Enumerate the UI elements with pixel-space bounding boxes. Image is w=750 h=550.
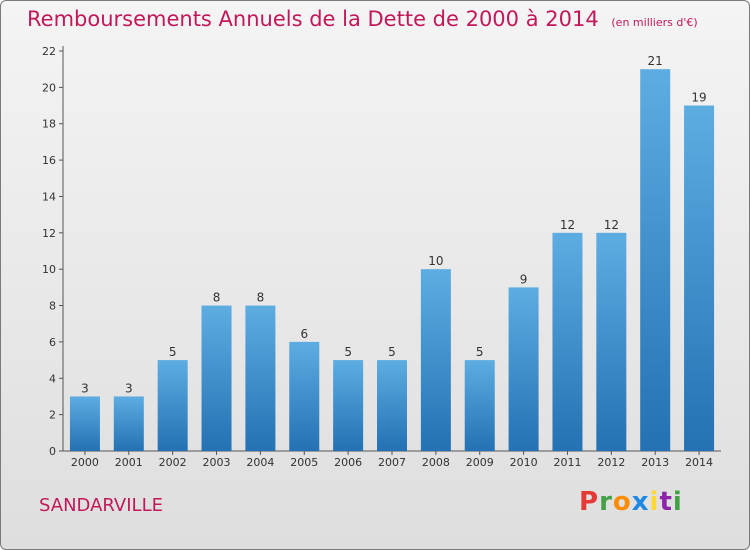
bar-2000 (69, 396, 100, 451)
value-label-2008: 10 (428, 254, 443, 268)
y-tick-label: 18 (42, 118, 56, 131)
x-tick-label-2006: 2006 (334, 456, 362, 469)
y-tick-label: 14 (42, 190, 56, 203)
bar-2006 (333, 360, 364, 451)
bar-2014 (684, 105, 715, 451)
chart-subtitle: (en milliers d'€) (611, 16, 698, 29)
logo-letter: i (649, 487, 660, 517)
chart-title: Remboursements Annuels de la Dette de 20… (27, 7, 698, 31)
x-tick-label-2014: 2014 (685, 456, 713, 469)
y-tick-label: 6 (49, 336, 56, 349)
bar-2008 (420, 269, 451, 451)
x-tick-label-2010: 2010 (510, 456, 538, 469)
value-label-2007: 5 (388, 345, 396, 359)
y-tick-label: 10 (42, 263, 56, 276)
bar-2005 (289, 341, 320, 451)
bar-2013 (640, 69, 671, 451)
x-tick-label-2001: 2001 (115, 456, 143, 469)
x-tick-label-2005: 2005 (290, 456, 318, 469)
x-tick-label-2007: 2007 (378, 456, 406, 469)
x-tick-label-2009: 2009 (466, 456, 494, 469)
value-label-2014: 19 (691, 91, 706, 105)
value-label-2000: 3 (81, 381, 89, 395)
bar-2009 (464, 360, 495, 451)
bar-2011 (552, 232, 583, 451)
value-label-2002: 5 (169, 345, 177, 359)
y-tick-label: 4 (49, 372, 56, 385)
bar-2012 (596, 232, 627, 451)
bar-2010 (508, 287, 539, 451)
logo-letter: i (672, 487, 683, 517)
logo-letter: r (599, 487, 613, 517)
value-label-2003: 8 (213, 291, 221, 305)
y-tick-label: 0 (49, 445, 56, 458)
x-tick-label-2002: 2002 (159, 456, 187, 469)
logo-letter: P (579, 487, 600, 517)
bar-2003 (201, 305, 232, 451)
bar-2004 (245, 305, 276, 451)
value-label-2013: 21 (648, 54, 663, 68)
x-tick-label-2013: 2013 (641, 456, 669, 469)
x-tick-label-2012: 2012 (597, 456, 625, 469)
chart-title-text: Remboursements Annuels de la Dette de 20… (27, 7, 599, 31)
y-tick-label: 22 (42, 45, 56, 58)
logo-letter: x (631, 487, 650, 517)
y-tick-label: 2 (49, 409, 56, 422)
value-label-2006: 5 (344, 345, 352, 359)
y-tick-label: 16 (42, 154, 56, 167)
logo-letter: o (612, 487, 632, 517)
y-tick-label: 8 (49, 300, 56, 313)
x-tick-label-2008: 2008 (422, 456, 450, 469)
bar-2001 (113, 396, 144, 451)
bar-2002 (157, 360, 188, 451)
x-tick-label-2004: 2004 (246, 456, 274, 469)
value-label-2009: 5 (476, 345, 484, 359)
value-label-2001: 3 (125, 381, 133, 395)
x-tick-label-2011: 2011 (553, 456, 581, 469)
y-tick-label: 20 (42, 81, 56, 94)
y-tick-label: 12 (42, 227, 56, 240)
x-tick-label-2000: 2000 (71, 456, 99, 469)
proxiti-logo: Proxiti (579, 487, 683, 517)
value-label-2012: 12 (604, 218, 619, 232)
location-name: SANDARVILLE (39, 495, 163, 516)
logo-letter: t (659, 487, 673, 517)
value-label-2011: 12 (560, 218, 575, 232)
x-tick-label-2003: 2003 (203, 456, 231, 469)
bar-2007 (377, 360, 407, 451)
value-label-2004: 8 (257, 291, 265, 305)
value-label-2005: 6 (300, 327, 308, 341)
value-label-2010: 9 (520, 272, 528, 286)
